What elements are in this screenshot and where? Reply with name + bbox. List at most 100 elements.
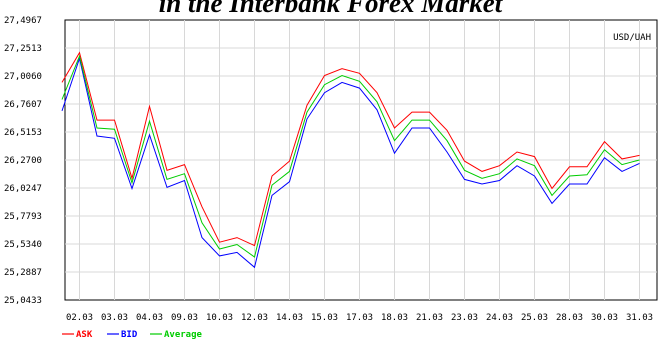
- data-point-ask: [429, 111, 430, 112]
- data-point-ask: [481, 171, 482, 172]
- data-point-average: [289, 171, 290, 172]
- data-point-bid: [604, 157, 605, 158]
- data-point-ask: [341, 68, 342, 69]
- data-point-average: [271, 185, 272, 186]
- data-point-average: [481, 178, 482, 179]
- data-point-ask: [411, 111, 412, 112]
- data-point-average: [201, 222, 202, 223]
- data-point-ask: [534, 156, 535, 157]
- x-tick-label: 09.03: [171, 313, 198, 323]
- data-point-ask: [236, 237, 237, 238]
- data-point-bid: [359, 87, 360, 88]
- data-point-average: [114, 129, 115, 130]
- data-point-average: [569, 175, 570, 176]
- unit-label: USD/UAH: [613, 33, 651, 43]
- y-tick-label: 26,0247: [4, 184, 42, 194]
- data-point-bid: [499, 180, 500, 181]
- y-tick-label: 26,5153: [4, 128, 42, 138]
- data-point-ask: [376, 92, 377, 93]
- data-point-bid: [411, 127, 412, 128]
- x-tick-label: 21.03: [416, 313, 443, 323]
- data-point-ask: [149, 106, 150, 107]
- data-point-ask: [604, 141, 605, 142]
- series-line-average: [61, 54, 640, 258]
- x-tick-label: 10.03: [206, 313, 233, 323]
- y-tick-label: 25,0433: [4, 296, 42, 306]
- data-point-ask: [621, 158, 622, 159]
- x-tick-label: 24.03: [486, 313, 513, 323]
- data-point-ask: [586, 166, 587, 167]
- data-point-ask: [516, 151, 517, 152]
- data-point-average: [429, 119, 430, 120]
- x-tick-label: 15.03: [311, 313, 338, 323]
- data-point-bid: [341, 82, 342, 83]
- data-point-ask: [639, 155, 640, 156]
- series-lines: [61, 51, 640, 269]
- data-point-ask: [114, 119, 115, 120]
- data-point-average: [131, 182, 132, 183]
- y-tick-label: 26,2700: [4, 156, 42, 166]
- data-point-ask: [61, 82, 62, 83]
- data-point-bid: [376, 109, 377, 110]
- x-tick-label: 31.03: [626, 313, 653, 323]
- chart-title: in the Interbank Forex Market: [158, 0, 503, 18]
- data-point-bid: [289, 181, 290, 182]
- data-point-bid: [201, 237, 202, 238]
- data-point-bid: [621, 171, 622, 172]
- data-point-average: [61, 99, 62, 100]
- x-tick-label: 25.03: [521, 313, 548, 323]
- data-point-ask: [289, 161, 290, 162]
- data-point-average: [586, 174, 587, 175]
- data-point-average: [96, 127, 97, 128]
- data-point-bid: [61, 110, 62, 111]
- x-tick-label: 17.03: [346, 313, 373, 323]
- data-point-bid: [131, 188, 132, 189]
- data-point-bid: [271, 195, 272, 196]
- data-point-bid: [586, 183, 587, 184]
- data-point-average: [79, 56, 80, 57]
- data-point-bid: [114, 138, 115, 139]
- data-point-average: [149, 121, 150, 122]
- data-point-ask: [324, 75, 325, 76]
- data-point-ask: [464, 161, 465, 162]
- data-point-bid: [534, 175, 535, 176]
- data-point-average: [621, 164, 622, 165]
- x-tick-label: 18.03: [381, 313, 408, 323]
- series-line-ask: [61, 51, 640, 247]
- data-point-average: [411, 119, 412, 120]
- x-tick-label: 12.03: [241, 313, 268, 323]
- data-point-bid: [166, 187, 167, 188]
- y-tick-label: 27,0060: [4, 72, 42, 82]
- y-tick-label: 25,5340: [4, 240, 42, 250]
- data-point-average: [639, 159, 640, 160]
- data-point-average: [499, 173, 500, 174]
- data-point-bid: [324, 92, 325, 93]
- x-tick-label: 23.03: [451, 313, 478, 323]
- data-point-ask: [79, 52, 80, 53]
- data-point-average: [464, 170, 465, 171]
- data-point-bid: [236, 252, 237, 253]
- data-point-bid: [516, 165, 517, 166]
- x-tick-label: 03.03: [101, 313, 128, 323]
- axis-ticks: 27,4967 27,2513 27,0060 26,7607 26,5153 26,27…: [4, 16, 653, 323]
- y-tick-label: 26,7607: [4, 100, 42, 110]
- data-point-average: [446, 140, 447, 141]
- data-point-ask: [446, 130, 447, 131]
- data-point-bid: [394, 153, 395, 154]
- data-point-average: [166, 179, 167, 180]
- x-tick-label: 14.03: [276, 313, 303, 323]
- data-point-average: [604, 149, 605, 150]
- y-tick-label: 27,2513: [4, 44, 42, 54]
- x-tick-label: 28.03: [556, 313, 583, 323]
- data-point-average: [376, 101, 377, 102]
- data-point-ask: [166, 170, 167, 171]
- data-point-bid: [481, 183, 482, 184]
- x-tick-label: 02.03: [66, 313, 93, 323]
- legend-label-average: Average: [164, 330, 203, 340]
- legend-label-bid: BID: [121, 330, 138, 340]
- data-point-bid: [551, 203, 552, 204]
- data-point-average: [254, 256, 255, 257]
- data-point-bid: [149, 134, 150, 135]
- data-point-ask: [394, 127, 395, 128]
